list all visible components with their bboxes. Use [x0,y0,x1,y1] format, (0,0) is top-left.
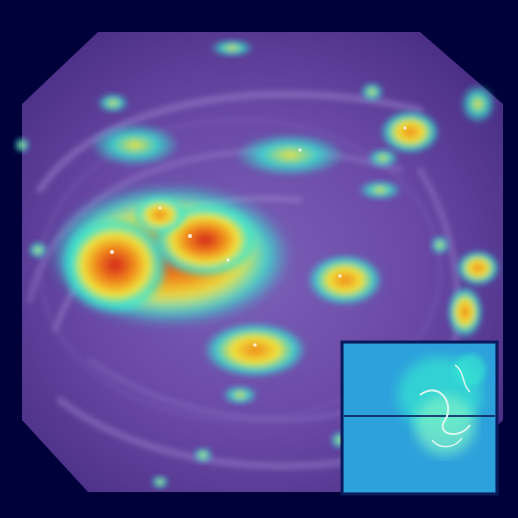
specular-highlights [110,126,407,347]
attention-heatmap [14,39,500,489]
inset-thumbnail [340,340,499,496]
